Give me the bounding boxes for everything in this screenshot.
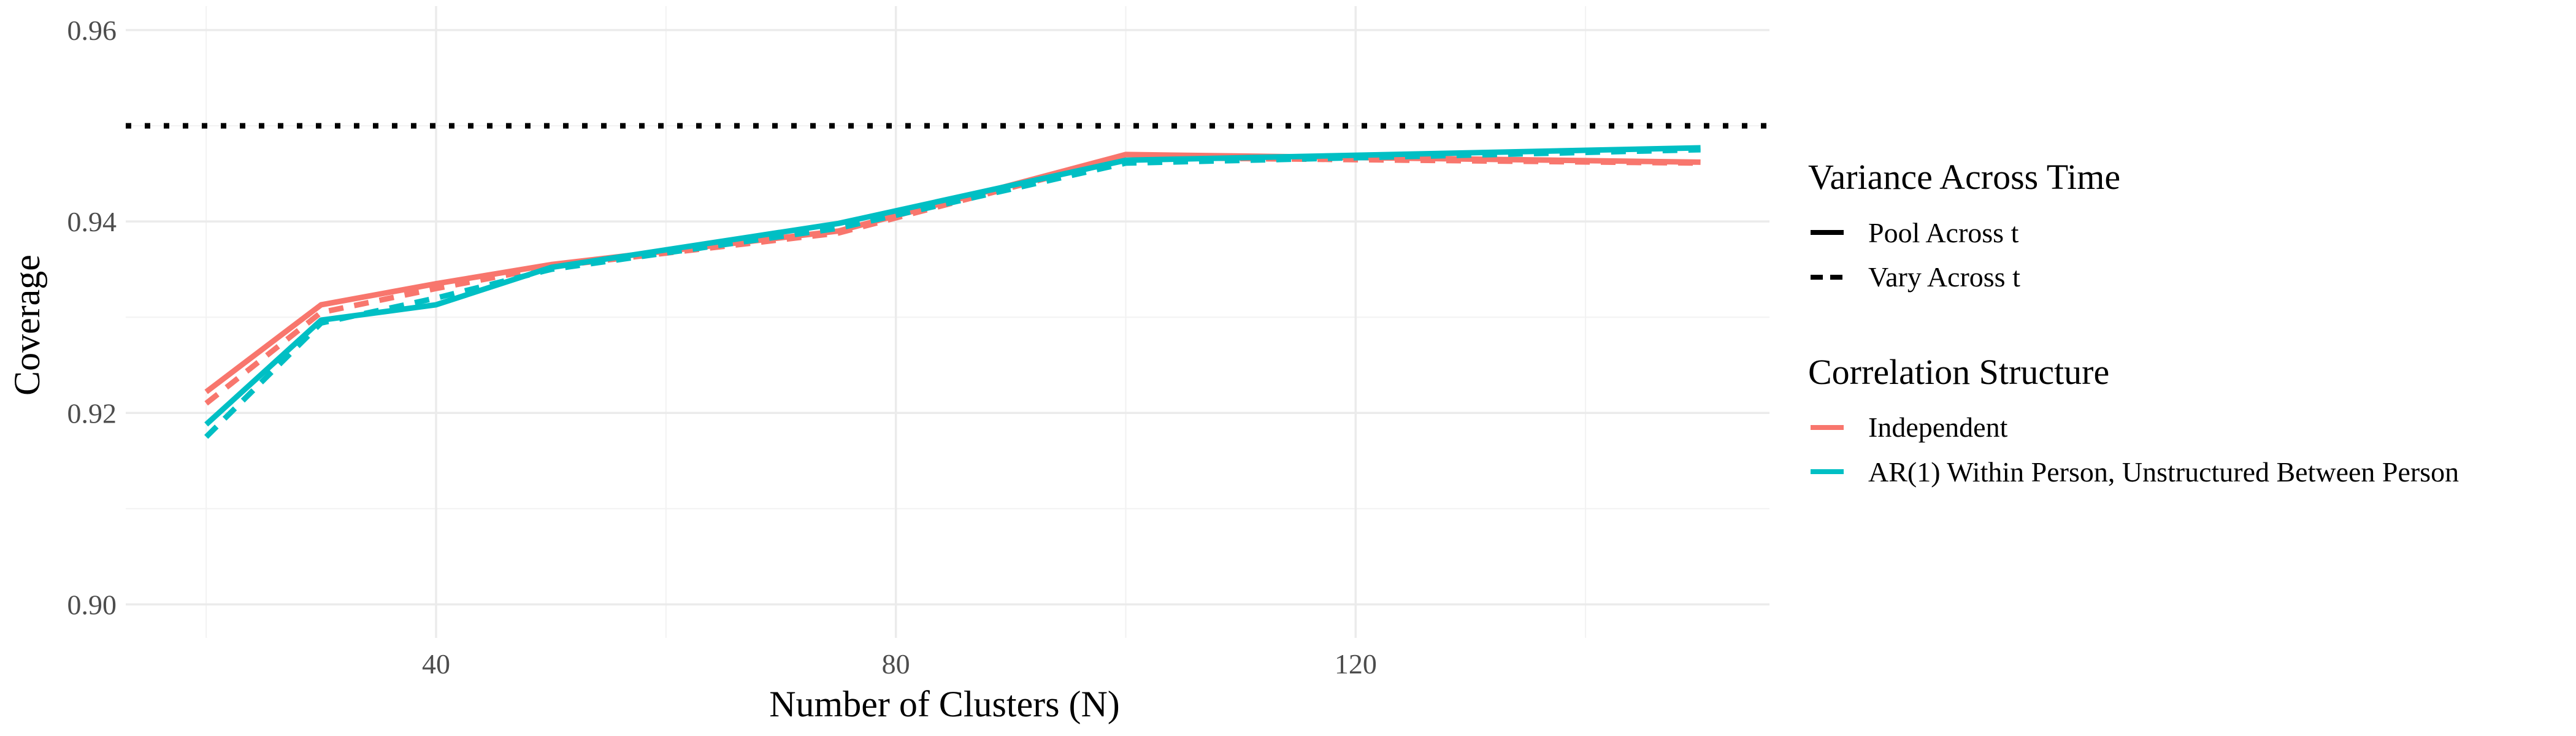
legend: Variance Across Time Pool Across t Vary … [1808,157,2459,488]
legend-title-variance: Variance Across Time [1808,157,2120,197]
x-tick-label: 40 [422,648,450,680]
legend-label-independent: Independent [1868,412,2008,443]
legend-label-ar1: AR(1) Within Person, Unstructured Betwee… [1868,456,2459,488]
y-tick-label: 0.96 [67,15,117,46]
legend-label-pool-across-t: Pool Across t [1868,217,2019,248]
y-tick-label: 0.92 [67,397,117,429]
x-axis-tick-labels: 40 80 120 [422,648,1377,680]
x-tick-label: 120 [1335,648,1377,680]
legend-label-vary-across-t: Vary Across t [1868,261,2020,293]
y-axis-title: Coverage [7,255,47,396]
y-tick-label: 0.94 [67,206,117,237]
y-tick-label: 0.90 [67,589,117,620]
legend-title-correlation: Correlation Structure [1808,352,2109,392]
series-lines [204,145,1701,439]
x-tick-label: 80 [882,648,910,680]
major-gridlines [126,6,1769,638]
y-axis-tick-labels: 0.90 0.92 0.94 0.96 [67,15,117,620]
x-axis-title: Number of Clusters (N) [769,684,1120,724]
